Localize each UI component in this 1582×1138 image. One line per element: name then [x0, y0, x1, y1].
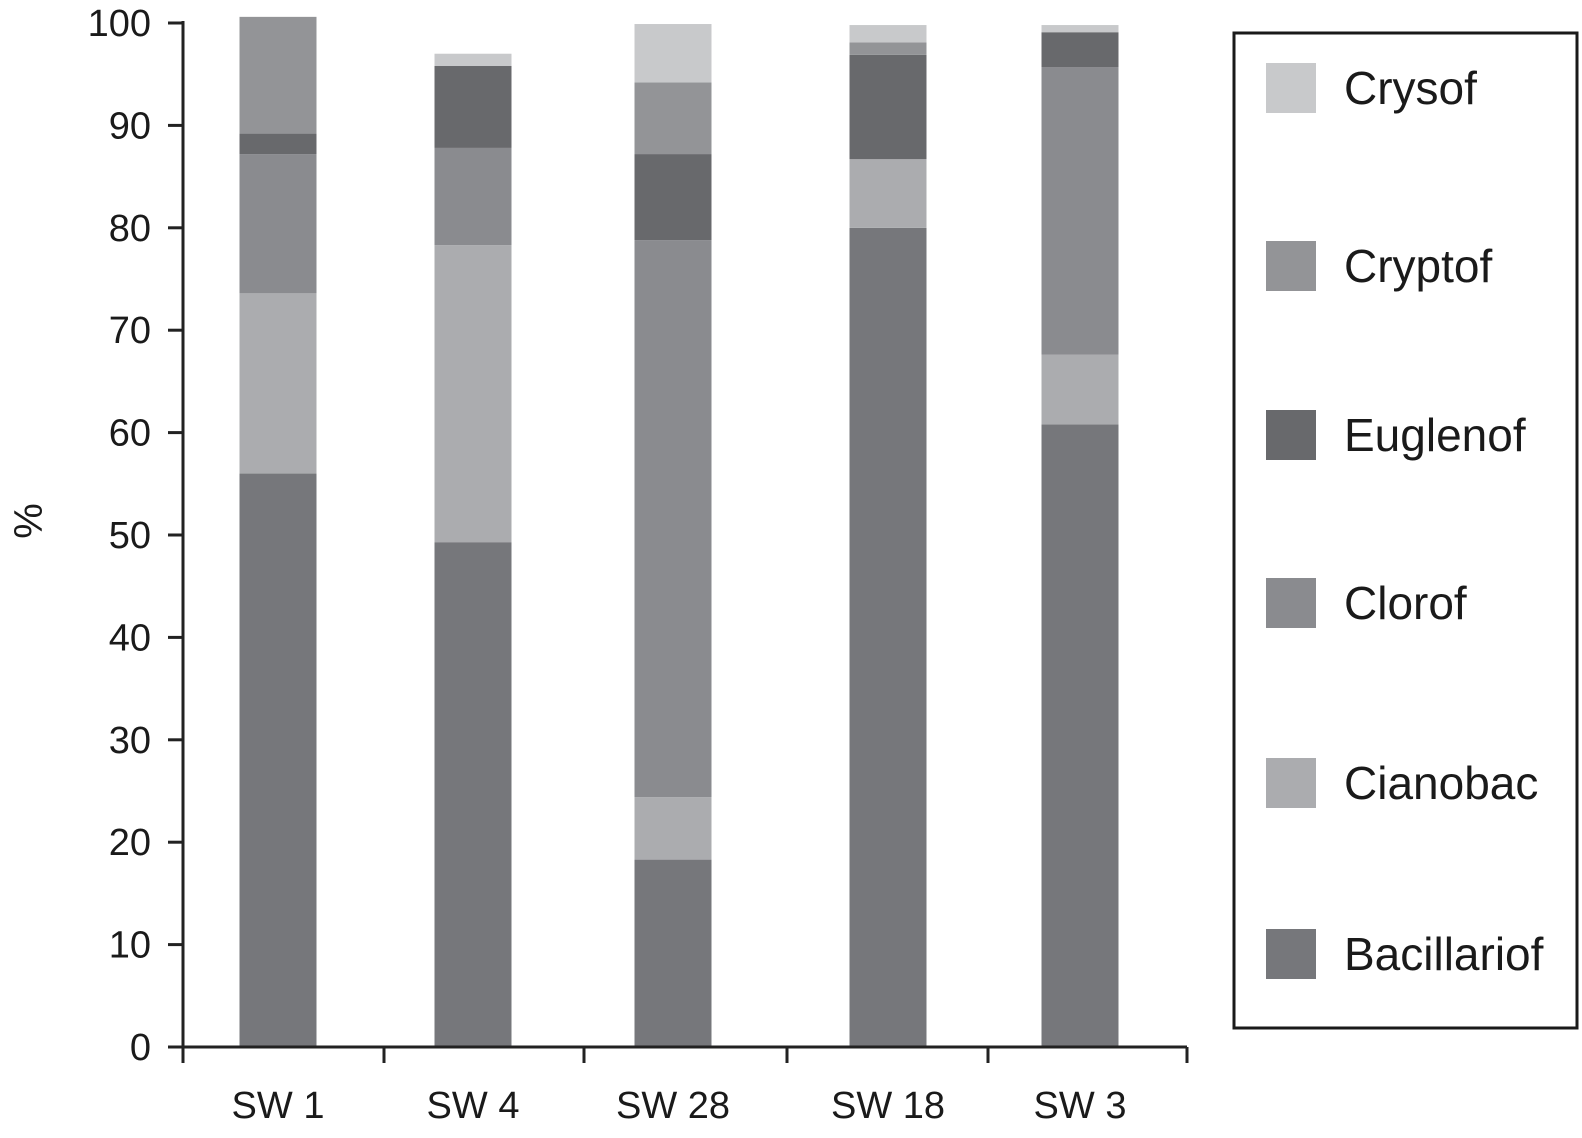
bar-segment-crysof [1041, 25, 1119, 33]
bar-segment-crysof [634, 24, 712, 83]
y-tick-label: 80 [109, 208, 151, 250]
bar-segment-euglenof [1041, 32, 1119, 68]
bar-segment-crysof [849, 25, 927, 43]
y-tick-label: 90 [109, 105, 151, 147]
bar-segment-clorof [634, 240, 712, 798]
bar-segment-cianobac [634, 797, 712, 860]
bar-segment-crysof [434, 53, 512, 67]
legend-item-cryptof: Cryptof [1266, 240, 1492, 292]
bar-segment-cianobac [434, 245, 512, 543]
legend-swatch [1266, 241, 1316, 291]
bar-segment-cryptof [634, 82, 712, 155]
y-tick-label: 30 [109, 720, 151, 762]
y-tick-label: 60 [109, 413, 151, 455]
legend-label: Crysof [1344, 62, 1477, 114]
legend-item-cianobac: Cianobac [1266, 757, 1538, 809]
bar-segment-cianobac [239, 293, 317, 474]
legend-label: Bacillariof [1344, 928, 1544, 980]
axes-layer: 0 10 20 30 40 50 60 70 80 90 100 SW 1 SW 4 SW 28 SW 18… [88, 3, 1189, 1127]
bars-layer [239, 16, 1119, 1048]
legend-item-euglenof: Euglenof [1266, 409, 1526, 461]
legend-swatch [1266, 758, 1316, 808]
y-tick-label: 100 [88, 3, 151, 45]
bar-segment-euglenof [434, 66, 512, 148]
legend-box [1232, 31, 1579, 1030]
bar-segment-bacillariof [239, 473, 317, 1047]
y-tick-label: 0 [130, 1027, 151, 1069]
x-tick-label: SW 1 [232, 1085, 325, 1127]
bar-segment-euglenof [634, 154, 712, 241]
x-tick-label: SW 28 [616, 1085, 730, 1127]
legend-item-crysof: Crysof [1266, 62, 1477, 114]
bar-segment-euglenof [849, 54, 927, 160]
legend-swatch [1266, 410, 1316, 460]
bar-segment-cianobac [849, 159, 927, 228]
legend-item-clorof: Clorof [1266, 577, 1467, 629]
legend-label: Cryptof [1344, 240, 1492, 292]
bar-stack-sw-1 [239, 16, 317, 1047]
bar-stack-sw-18 [849, 25, 927, 1048]
legend-label: Clorof [1344, 577, 1467, 629]
bar-segment-bacillariof [634, 859, 712, 1047]
bar-segment-bacillariof [434, 542, 512, 1047]
bar-segment-clorof [239, 154, 317, 294]
legend-label: Cianobac [1344, 757, 1538, 809]
legend-swatch [1266, 929, 1316, 979]
legend-swatch [1266, 63, 1316, 113]
bar-segment-clorof [1041, 67, 1119, 355]
legend-item-bacillariof: Bacillariof [1266, 928, 1544, 980]
bar-segment-bacillariof [1041, 424, 1119, 1048]
bar-segment-bacillariof [849, 227, 927, 1048]
bar-stack-sw-4 [434, 53, 512, 1047]
bar-segment-euglenof [239, 133, 317, 155]
bar-segment-clorof [434, 147, 512, 246]
bar-stack-sw-3 [1041, 25, 1119, 1048]
x-tick-label: SW 4 [427, 1085, 520, 1127]
legend: Crysof Cryptof Euglenof Clorof Cianobac Bacil… [1232, 31, 1579, 1030]
y-tick-label: 10 [109, 925, 151, 967]
y-tick-label: 20 [109, 822, 151, 864]
y-tick-label: 70 [109, 310, 151, 352]
legend-swatch [1266, 578, 1316, 628]
bar-segment-cianobac [1041, 354, 1119, 425]
bar-segment-cryptof [849, 42, 927, 55]
y-axis-title: % [7, 503, 51, 539]
x-tick-label: SW 18 [831, 1085, 945, 1127]
x-tick-label: SW 3 [1034, 1085, 1127, 1127]
bar-segment-cryptof [239, 16, 317, 134]
legend-label: Euglenof [1344, 409, 1526, 461]
bar-stack-sw-28 [634, 24, 712, 1047]
y-tick-label: 40 [109, 617, 151, 659]
y-tick-label: 50 [109, 515, 151, 557]
